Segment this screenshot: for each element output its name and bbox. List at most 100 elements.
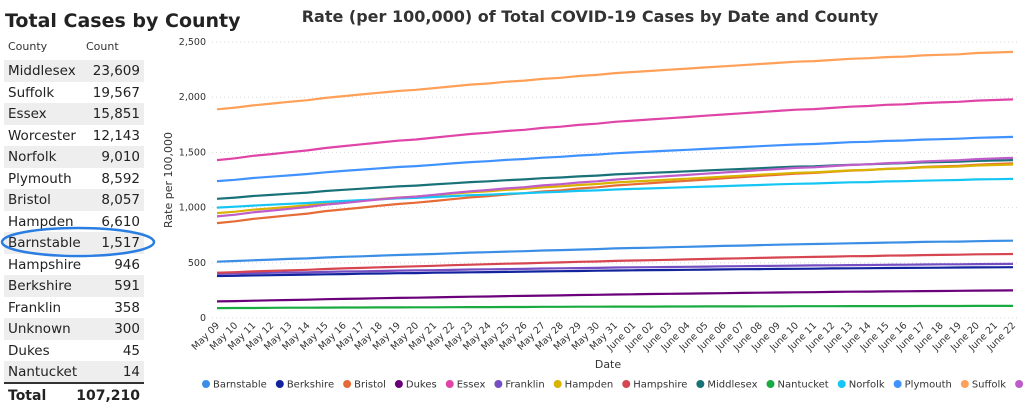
county-name: Barnstable bbox=[8, 235, 81, 251]
county-name: Franklin bbox=[8, 299, 62, 316]
series-line bbox=[216, 98, 1014, 162]
y-tick-label: 2,500 bbox=[179, 37, 206, 48]
table-row[interactable]: Suffolk 19,567 bbox=[4, 82, 144, 104]
table-row[interactable]: Nantucket 14 bbox=[4, 361, 144, 383]
total-label: Total bbox=[8, 388, 47, 404]
county-name: Hampden bbox=[8, 213, 74, 230]
county-name: Berkshire bbox=[8, 278, 72, 294]
legend-label: Berkshire bbox=[287, 380, 334, 391]
legend-label: Bristol bbox=[354, 380, 386, 391]
legend-marker bbox=[837, 380, 846, 388]
legend-label: Barnstable bbox=[213, 380, 267, 391]
county-name: Hampshire bbox=[8, 256, 82, 273]
legend-marker bbox=[553, 380, 562, 388]
case-count: 12,143 bbox=[92, 127, 140, 144]
legend-item[interactable]: Dukes bbox=[394, 380, 437, 391]
table-row[interactable]: Essex 15,851 bbox=[4, 103, 144, 125]
legend-item[interactable]: Suffolk bbox=[960, 380, 1006, 391]
series-line bbox=[216, 304, 1013, 310]
y-tick-label: 1,500 bbox=[179, 147, 206, 158]
column-header[interactable]: County bbox=[8, 40, 48, 53]
case-count: 6,610 bbox=[101, 213, 140, 230]
legend-item[interactable]: Hampden bbox=[553, 380, 614, 391]
table-row[interactable]: Dukes 45 bbox=[4, 340, 144, 362]
series-line bbox=[216, 262, 1014, 275]
legend-label: Norfolk bbox=[849, 380, 885, 391]
y-tick-label: 1,000 bbox=[179, 203, 206, 214]
legend-marker bbox=[445, 380, 454, 388]
legend-marker bbox=[202, 380, 210, 388]
case-count: 23,609 bbox=[92, 63, 140, 79]
case-count: 8,057 bbox=[101, 192, 140, 208]
case-count: 19,567 bbox=[92, 84, 140, 101]
case-count: 1,517 bbox=[101, 235, 140, 251]
case-count: 358 bbox=[114, 299, 140, 316]
series-line bbox=[216, 177, 1014, 209]
legend-marker bbox=[960, 380, 969, 388]
table-row[interactable]: Plymouth 8,592 bbox=[4, 168, 144, 190]
county-name: Worcester bbox=[8, 127, 76, 144]
series-line bbox=[216, 252, 1014, 274]
table-row[interactable]: Franklin 358 bbox=[4, 297, 144, 319]
chart: Rate (per 100,000) of Total COVID-19 Cas… bbox=[162, 7, 1024, 391]
county-name: Norfolk bbox=[8, 149, 57, 165]
chart-title: Rate (per 100,000) of Total COVID-19 Cas… bbox=[302, 7, 879, 26]
legend-item[interactable]: Berkshire bbox=[275, 380, 334, 391]
legend-label: Middlesex bbox=[707, 380, 757, 391]
county-name: Nantucket bbox=[8, 364, 78, 380]
column-header[interactable]: Count bbox=[86, 40, 119, 53]
table-row[interactable]: Barnstable 1,517 bbox=[4, 232, 144, 254]
y-tick-label: 500 bbox=[188, 258, 206, 269]
table-row[interactable]: Bristol 8,057 bbox=[4, 189, 144, 211]
legend-item[interactable]: Barnstable bbox=[202, 380, 267, 391]
case-count: 591 bbox=[114, 278, 140, 294]
legend-label: Franklin bbox=[505, 380, 544, 391]
legend-item[interactable]: Middlesex bbox=[696, 380, 758, 391]
table-row[interactable]: Unknown 300 bbox=[4, 318, 144, 340]
table-row[interactable]: Berkshire 591 bbox=[4, 275, 144, 297]
series-line bbox=[216, 156, 1014, 218]
legend-item[interactable]: Essex bbox=[445, 380, 486, 391]
county-name: Middlesex bbox=[8, 63, 76, 79]
x-axis-label: Date bbox=[595, 358, 622, 371]
county-name: Bristol bbox=[8, 192, 51, 208]
legend-marker bbox=[766, 380, 775, 388]
series-line bbox=[216, 239, 1014, 263]
legend-marker bbox=[622, 380, 631, 388]
table-row[interactable]: Hampden 6,610 bbox=[4, 211, 144, 233]
y-axis-label: Rate per 100,000 bbox=[162, 132, 175, 228]
series-line bbox=[216, 50, 1014, 111]
legend-marker bbox=[394, 380, 403, 388]
legend-label: Essex bbox=[457, 380, 486, 391]
case-count: 15,851 bbox=[92, 106, 140, 122]
legend-item[interactable]: Worcester bbox=[1015, 380, 1024, 391]
series-line bbox=[216, 135, 1014, 183]
county-table: Total Cases by County County Count Middl… bbox=[0, 0, 241, 413]
table-row[interactable]: Norfolk 9,010 bbox=[4, 146, 144, 168]
legend-label: Hampden bbox=[565, 380, 614, 391]
legend-item[interactable]: Bristol bbox=[343, 380, 386, 391]
legend-label: Plymouth bbox=[905, 380, 952, 391]
case-count: 9,010 bbox=[101, 149, 140, 165]
case-count: 45 bbox=[122, 342, 140, 359]
legend-label: Dukes bbox=[406, 380, 437, 391]
table-row[interactable]: Middlesex 23,609 bbox=[4, 60, 144, 82]
legend-label: Suffolk bbox=[972, 380, 1006, 391]
table-row[interactable]: Hampshire 946 bbox=[4, 254, 144, 276]
series-line bbox=[216, 289, 1014, 303]
series-line bbox=[216, 266, 1014, 278]
county-name: Dukes bbox=[8, 342, 50, 359]
legend-item[interactable]: Norfolk bbox=[837, 380, 885, 391]
legend-label: Hampshire bbox=[633, 380, 687, 391]
legend-marker bbox=[275, 380, 284, 388]
legend-marker bbox=[494, 380, 503, 388]
legend-item[interactable]: Hampshire bbox=[622, 380, 687, 391]
table-row[interactable]: Worcester 12,143 bbox=[4, 125, 144, 147]
county-name: Plymouth bbox=[8, 170, 72, 187]
y-tick-label: 2,000 bbox=[179, 92, 206, 103]
legend-item[interactable]: Nantucket bbox=[766, 380, 829, 391]
legend-item[interactable]: Franklin bbox=[494, 380, 545, 391]
table-title: Total Cases by County bbox=[5, 10, 241, 32]
legend-item[interactable]: Plymouth bbox=[893, 380, 952, 391]
total-value: 107,210 bbox=[76, 388, 140, 404]
